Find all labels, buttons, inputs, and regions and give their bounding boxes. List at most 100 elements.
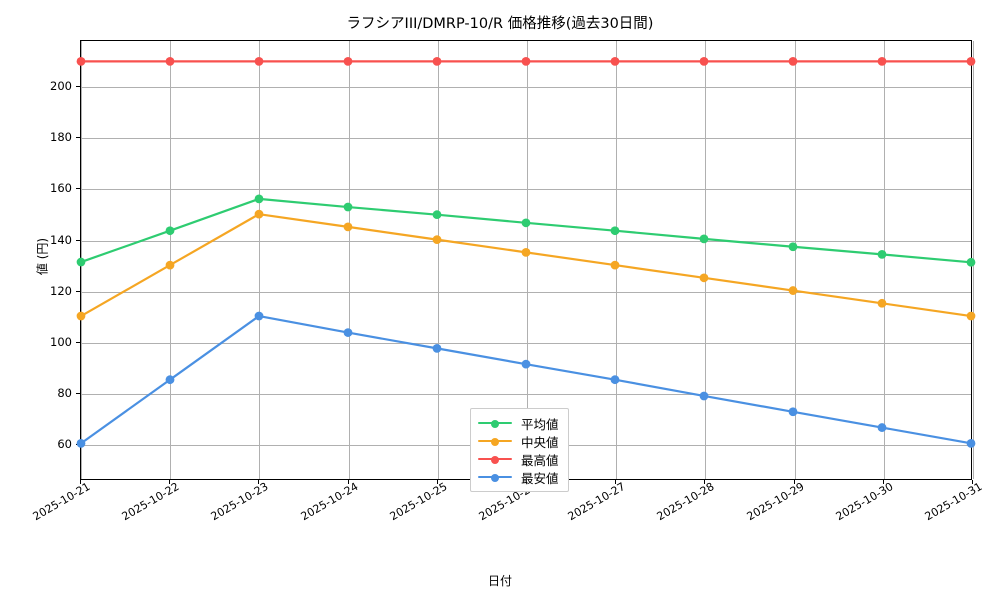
data-point — [165, 226, 175, 236]
x-axis-tick-mark — [615, 480, 617, 484]
gridline-vertical — [527, 41, 528, 479]
x-axis-label: 日付 — [487, 574, 512, 588]
y-axis-tick-mark — [76, 290, 80, 292]
gridline-horizontal — [81, 138, 971, 140]
x-axis-tick-mark — [882, 480, 884, 484]
data-point — [966, 257, 976, 267]
data-point — [432, 235, 442, 245]
legend-item[interactable]: 平均値 — [478, 414, 559, 432]
gridline-horizontal — [81, 291, 971, 293]
legend-item[interactable]: 中央値 — [478, 432, 559, 450]
x-axis-tick-mark — [347, 480, 349, 484]
data-point — [788, 242, 798, 252]
data-point — [610, 226, 620, 236]
gridline-horizontal — [81, 394, 971, 396]
gridline-vertical — [616, 41, 618, 479]
chart-legend: 平均値 中央値最高値 最安値 — [470, 408, 569, 492]
gridline-vertical — [348, 41, 350, 479]
plot-area — [76, 40, 976, 480]
y-axis-tick-mark — [76, 137, 80, 139]
gridline-horizontal — [81, 342, 971, 344]
data-point — [966, 438, 976, 448]
y-axis-tick-mark — [76, 86, 80, 88]
x-axis-tick-mark — [169, 480, 171, 484]
gridline-horizontal — [81, 240, 971, 242]
data-point — [343, 328, 353, 337]
data-point — [877, 423, 887, 432]
y-axis-tick-label: 60 — [57, 437, 72, 452]
x-axis-tick-label: 2025-10-24 — [298, 480, 361, 524]
data-point — [76, 438, 86, 448]
x-axis-tick-label: 2025-10-22 — [119, 480, 182, 524]
data-point — [699, 391, 709, 401]
y-axis-tick-labels: 60 80 100 120 140 160 180 200 — [0, 40, 80, 480]
y-axis-tick-mark — [76, 393, 80, 395]
data-point — [877, 250, 887, 259]
data-point — [521, 359, 531, 369]
x-axis-tick-label: 2025-10-30 — [833, 480, 896, 524]
data-point — [521, 247, 531, 257]
x-axis-tick-mark — [80, 480, 81, 484]
chart-title: ラフシアIII/DMRP-10/R 価格推移(過去30日間) — [346, 16, 654, 32]
data-point — [521, 218, 531, 228]
y-axis-tick-label: 120 — [50, 283, 72, 298]
data-point — [165, 375, 175, 385]
data-point — [343, 202, 353, 212]
y-axis-tick-label: 160 — [50, 181, 72, 196]
legend-item[interactable]: 最安値 — [478, 468, 559, 486]
data-point — [76, 56, 86, 66]
data-point — [877, 56, 887, 66]
data-point — [254, 194, 264, 204]
series-line — [79, 213, 973, 318]
gridline-vertical — [170, 41, 172, 479]
data-point — [610, 260, 620, 270]
data-point — [966, 56, 976, 66]
data-point — [966, 311, 976, 321]
data-point — [343, 56, 353, 66]
x-axis-tick-mark — [258, 480, 260, 484]
data-point — [699, 234, 709, 244]
gridline-horizontal — [81, 189, 971, 191]
gridline-vertical — [259, 41, 261, 479]
data-point — [254, 311, 264, 321]
data-point — [788, 286, 798, 295]
series-平均値 — [76, 194, 976, 267]
legend-label: 最高値 — [521, 452, 559, 468]
y-axis-tick-mark — [76, 239, 80, 241]
gridline-vertical — [794, 41, 796, 479]
x-axis-tick-labels: 2025-10-21 2025-10-22 2025-10-23 2025-10-24… — [31, 480, 985, 570]
data-point — [254, 56, 264, 66]
gridline-vertical — [705, 41, 707, 479]
data-point — [877, 298, 887, 308]
legend-swatch-icon — [478, 470, 512, 484]
gridline-horizontal — [81, 87, 971, 89]
x-axis-tick-mark — [793, 480, 795, 484]
data-point — [165, 260, 175, 270]
series-最高値 — [76, 56, 976, 66]
y-axis-tick-label: 140 — [50, 232, 72, 247]
x-axis-tick-mark — [704, 480, 706, 484]
data-point — [610, 375, 620, 385]
data-point — [699, 56, 709, 66]
data-point — [343, 222, 353, 232]
y-axis-tick-label: 80 — [57, 386, 72, 401]
x-axis-tick-mark — [436, 480, 438, 484]
legend-swatch-icon — [478, 416, 512, 430]
legend-swatch-icon — [478, 434, 512, 448]
series-最安値 — [76, 311, 976, 448]
x-axis-tick-label: 2025-10-23 — [209, 480, 271, 524]
gridline-vertical — [437, 41, 439, 479]
data-point — [610, 56, 620, 66]
legend-item[interactable]: 最高値 — [478, 450, 559, 468]
data-point — [432, 210, 442, 220]
data-point — [432, 343, 442, 353]
x-axis-tick-mark — [972, 480, 973, 484]
y-axis-tick-mark — [76, 188, 80, 190]
series-layer — [76, 56, 976, 448]
x-axis-tick-label: 2025-10-29 — [744, 480, 807, 524]
data-point — [254, 209, 264, 219]
data-point — [76, 311, 86, 321]
x-axis-tick-label: 2025-10-27 — [565, 480, 628, 524]
y-axis-tick-label: 100 — [50, 334, 72, 349]
data-point — [788, 56, 798, 66]
